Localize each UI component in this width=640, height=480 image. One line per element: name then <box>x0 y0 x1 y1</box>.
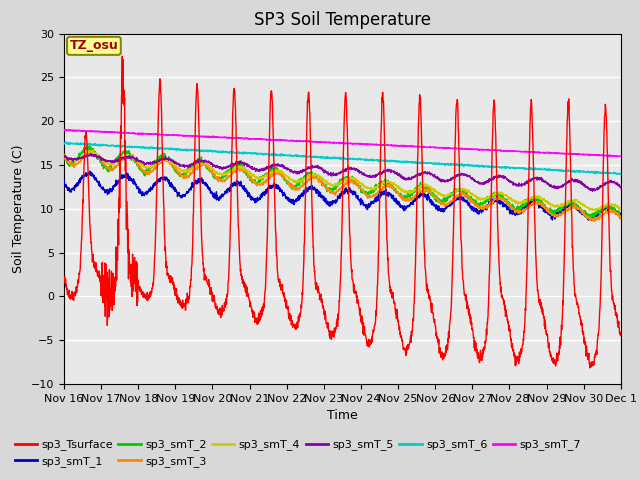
Line: sp3_smT_2: sp3_smT_2 <box>64 146 621 218</box>
sp3_smT_2 <box>568 202 575 207</box>
sp3_smT_1 <box>60 179 68 185</box>
sp3_Tsurface <box>568 215 575 221</box>
sp3_smT_2 <box>359 189 367 195</box>
sp3_Tsurface <box>60 274 68 280</box>
sp3_Tsurface <box>359 320 367 325</box>
sp3_smT_5 <box>359 171 367 177</box>
sp3_smT_1 <box>568 204 575 209</box>
sp3_smT_1 <box>585 217 593 223</box>
Line: sp3_smT_7: sp3_smT_7 <box>64 130 621 156</box>
Text: TZ_osu: TZ_osu <box>70 39 118 52</box>
sp3_smT_5 <box>504 177 512 183</box>
sp3_smT_4 <box>504 195 512 201</box>
sp3_smT_2 <box>617 213 625 219</box>
sp3_smT_2 <box>216 174 223 180</box>
sp3_smT_3 <box>617 216 625 221</box>
Line: sp3_smT_4: sp3_smT_4 <box>64 151 621 211</box>
sp3_smT_4 <box>216 170 223 176</box>
sp3_smT_6 <box>371 157 379 163</box>
sp3_smT_5 <box>568 176 575 181</box>
sp3_smT_7 <box>60 127 68 132</box>
sp3_smT_2 <box>85 143 93 149</box>
sp3_smT_7 <box>568 151 575 157</box>
sp3_smT_1 <box>216 197 223 203</box>
sp3_Tsurface <box>584 353 591 359</box>
Line: sp3_smT_6: sp3_smT_6 <box>64 142 621 174</box>
sp3_smT_3 <box>584 214 591 220</box>
sp3_smT_6 <box>359 156 367 162</box>
sp3_smT_6 <box>568 168 575 173</box>
sp3_smT_3 <box>216 177 223 183</box>
sp3_smT_5 <box>589 188 596 194</box>
sp3_smT_6 <box>63 139 70 145</box>
sp3_Tsurface <box>371 322 379 327</box>
Legend: sp3_Tsurface, sp3_smT_1, sp3_smT_2, sp3_smT_3, sp3_smT_4, sp3_smT_5, sp3_smT_6, : sp3_Tsurface, sp3_smT_1, sp3_smT_2, sp3_… <box>10 435 586 471</box>
sp3_smT_5 <box>617 185 625 191</box>
sp3_smT_6 <box>584 169 591 175</box>
sp3_smT_2 <box>590 216 598 221</box>
sp3_smT_7 <box>60 127 68 133</box>
sp3_smT_6 <box>616 171 623 177</box>
sp3_smT_4 <box>359 180 367 186</box>
sp3_smT_4 <box>590 208 598 214</box>
sp3_smT_7 <box>371 142 379 147</box>
sp3_smT_6 <box>504 164 512 170</box>
sp3_smT_1 <box>86 168 93 174</box>
sp3_smT_5 <box>60 153 68 158</box>
sp3_smT_4 <box>371 186 379 192</box>
sp3_smT_2 <box>371 184 379 190</box>
sp3_Tsurface <box>216 306 223 312</box>
sp3_smT_3 <box>90 146 97 152</box>
sp3_smT_7 <box>504 148 512 154</box>
sp3_smT_3 <box>359 188 367 194</box>
sp3_smT_5 <box>216 166 223 172</box>
sp3_smT_2 <box>584 211 591 217</box>
sp3_Tsurface <box>118 53 126 59</box>
sp3_smT_7 <box>216 134 223 140</box>
sp3_Tsurface <box>504 321 512 326</box>
sp3_smT_3 <box>590 218 598 224</box>
sp3_smT_5 <box>87 151 95 156</box>
sp3_smT_4 <box>617 206 625 212</box>
Line: sp3_smT_1: sp3_smT_1 <box>64 171 621 220</box>
sp3_smT_7 <box>617 153 625 159</box>
sp3_smT_6 <box>617 171 625 177</box>
sp3_Tsurface <box>586 365 594 371</box>
sp3_smT_5 <box>371 174 379 180</box>
sp3_smT_1 <box>617 212 625 217</box>
sp3_smT_2 <box>60 156 68 162</box>
sp3_smT_5 <box>584 184 591 190</box>
sp3_smT_6 <box>60 140 68 146</box>
sp3_smT_3 <box>371 193 379 199</box>
Title: SP3 Soil Temperature: SP3 Soil Temperature <box>254 11 431 29</box>
sp3_smT_6 <box>216 149 223 155</box>
sp3_smT_7 <box>584 152 591 157</box>
Line: sp3_Tsurface: sp3_Tsurface <box>64 56 621 368</box>
sp3_smT_1 <box>504 206 512 212</box>
sp3_smT_1 <box>584 214 591 219</box>
sp3_smT_4 <box>568 199 575 204</box>
sp3_smT_1 <box>371 198 379 204</box>
sp3_smT_7 <box>359 142 367 147</box>
Y-axis label: Soil Temperature (C): Soil Temperature (C) <box>12 144 26 273</box>
X-axis label: Time: Time <box>327 409 358 422</box>
Line: sp3_smT_3: sp3_smT_3 <box>64 149 621 221</box>
sp3_smT_7 <box>613 154 621 159</box>
sp3_smT_2 <box>504 199 512 205</box>
sp3_smT_3 <box>504 201 512 207</box>
sp3_smT_4 <box>584 204 591 210</box>
sp3_Tsurface <box>617 333 625 338</box>
sp3_smT_4 <box>60 153 68 158</box>
sp3_smT_3 <box>568 204 575 210</box>
sp3_smT_1 <box>359 200 367 206</box>
sp3_smT_3 <box>60 154 68 160</box>
Line: sp3_smT_5: sp3_smT_5 <box>64 154 621 191</box>
sp3_smT_4 <box>89 148 97 154</box>
